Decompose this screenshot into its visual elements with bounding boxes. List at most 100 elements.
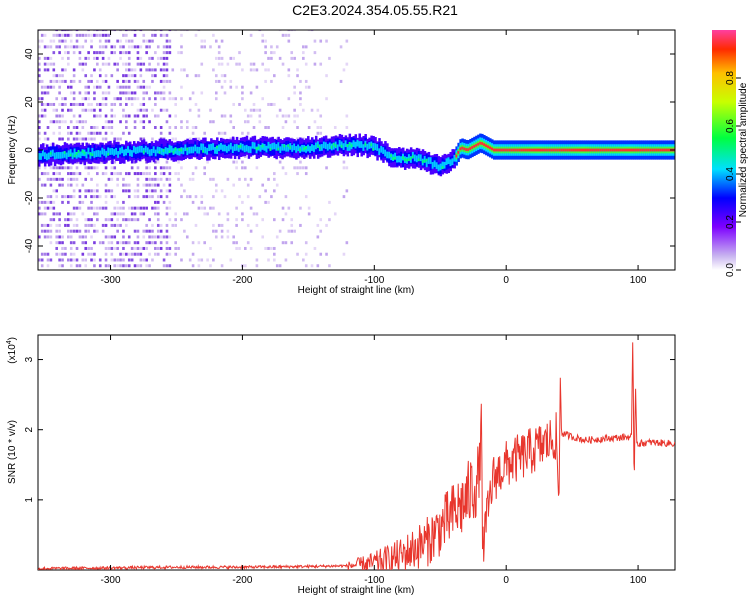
frequency-band-cell xyxy=(605,148,609,152)
noise-cell xyxy=(67,235,70,239)
noise-cell xyxy=(90,177,93,181)
noise-cell xyxy=(130,74,134,78)
frequency-band-cell xyxy=(324,142,328,149)
noise-cell xyxy=(281,166,285,170)
noise-cell xyxy=(55,189,59,193)
noise-cell xyxy=(319,252,323,256)
noise-cell xyxy=(113,258,117,262)
noise-cell xyxy=(61,264,64,268)
noise-cell xyxy=(278,264,282,268)
noise-cell xyxy=(64,252,67,256)
frequency-band-cell xyxy=(117,145,120,157)
noise-cell xyxy=(90,79,93,83)
noise-cell xyxy=(61,108,64,112)
noise-cell xyxy=(104,195,108,199)
noise-cell xyxy=(136,85,140,89)
frequency-band-cell xyxy=(148,143,152,155)
noise-cell xyxy=(40,85,44,89)
noise-cell xyxy=(345,189,349,193)
noise-cell xyxy=(43,68,47,72)
noise-cell xyxy=(125,189,128,193)
noise-cell xyxy=(226,177,230,181)
noise-cell xyxy=(191,264,195,268)
frequency-band-cell xyxy=(392,157,395,161)
noise-cell xyxy=(101,137,105,141)
noise-cell xyxy=(159,189,163,193)
noise-cell xyxy=(87,91,90,95)
noise-cell xyxy=(87,85,90,89)
noise-cell xyxy=(69,258,73,262)
noise-cell xyxy=(55,166,59,170)
frequency-band-cell xyxy=(431,162,435,169)
svg-text:(x104): (x104) xyxy=(6,337,18,364)
noise-cell xyxy=(145,246,148,250)
frequency-band-cell xyxy=(221,144,225,152)
noise-cell xyxy=(249,68,253,72)
noise-cell xyxy=(139,108,143,112)
noise-cell xyxy=(87,33,90,37)
noise-cell xyxy=(93,195,96,199)
noise-cell xyxy=(304,241,308,245)
noise-cell xyxy=(145,264,148,268)
noise-cell xyxy=(136,172,140,176)
noise-cell xyxy=(145,189,148,193)
noise-cell xyxy=(69,45,73,49)
frequency-band-cell xyxy=(257,146,261,150)
noise-cell xyxy=(197,264,201,268)
noise-cell xyxy=(142,120,146,124)
noise-cell xyxy=(84,62,88,66)
noise-cell xyxy=(168,131,172,135)
noise-cell xyxy=(133,97,137,101)
frequency-band-cell xyxy=(95,150,98,158)
noise-cell xyxy=(325,252,328,256)
noise-cell xyxy=(64,218,67,222)
noise-cell xyxy=(156,229,160,233)
noise-cell xyxy=(162,264,166,268)
noise-cell xyxy=(241,97,244,101)
noise-cell xyxy=(148,241,151,245)
noise-cell xyxy=(154,91,157,95)
noise-cell xyxy=(87,189,90,193)
noise-cell xyxy=(67,85,70,89)
noise-cell xyxy=(122,212,125,216)
noise-cell xyxy=(148,252,151,256)
frequency-band-cell xyxy=(566,148,569,152)
frequency-band-cell xyxy=(356,141,359,153)
frequency-band-cell xyxy=(71,152,75,160)
noise-cell xyxy=(58,172,61,176)
noise-cell xyxy=(168,45,172,49)
noise-cell xyxy=(93,212,96,216)
frequency-band-cell xyxy=(318,146,322,150)
noise-cell xyxy=(52,131,56,135)
noise-cell xyxy=(133,189,137,193)
frequency-band-cell xyxy=(609,148,613,152)
noise-cell xyxy=(69,131,73,135)
noise-cell xyxy=(252,212,256,216)
frequency-band-cell xyxy=(417,158,421,162)
noise-cell xyxy=(241,212,244,216)
noise-cell xyxy=(168,177,172,181)
frequency-band-cell xyxy=(427,157,431,164)
noise-cell xyxy=(220,85,224,89)
noise-cell xyxy=(180,183,183,187)
noise-cell xyxy=(319,114,323,118)
noise-cell xyxy=(200,195,204,199)
noise-cell xyxy=(154,33,157,37)
noise-cell xyxy=(52,85,56,89)
noise-cell xyxy=(203,172,206,176)
frequency-band-cell xyxy=(65,152,69,160)
noise-cell xyxy=(43,62,47,66)
noise-cell xyxy=(61,39,64,43)
noise-cell xyxy=(96,62,99,66)
noise-cell xyxy=(49,200,53,204)
noise-cell xyxy=(145,166,148,170)
frequency-band-cell xyxy=(275,144,278,151)
noise-cell xyxy=(133,126,137,129)
noise-cell xyxy=(78,200,82,204)
noise-cell xyxy=(90,131,93,135)
noise-cell xyxy=(72,137,76,141)
noise-cell xyxy=(81,97,85,101)
frequency-band-cell xyxy=(400,156,403,163)
noise-cell xyxy=(180,85,183,89)
noise-cell xyxy=(49,235,53,239)
